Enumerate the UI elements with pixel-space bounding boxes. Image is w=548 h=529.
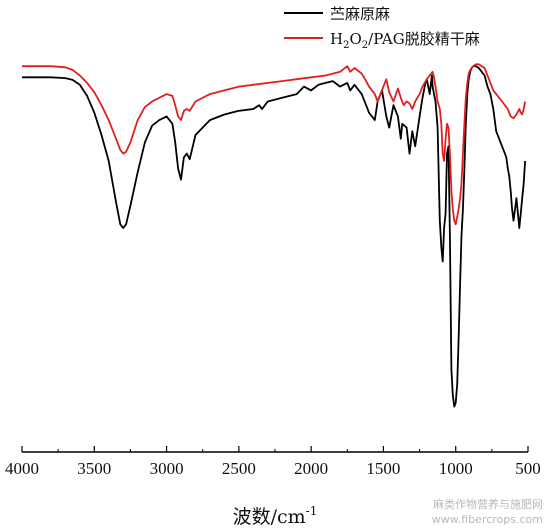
- x-axis: 4000 3500 3000 2500 2000 1500 1000 500: [5, 446, 541, 478]
- x-tick-label: 4000: [5, 459, 39, 478]
- legend-label-raw-ramie: 苎麻原麻: [330, 5, 390, 23]
- series-line-degummed-ramie: [22, 63, 526, 226]
- x-tick-label: 500: [515, 459, 541, 478]
- legend-label-degummed-ramie: H2O2/PAG脱胶精干麻: [330, 30, 480, 51]
- x-tick-label: 2500: [222, 459, 256, 478]
- legend: 苎麻原麻 H2O2/PAG脱胶精干麻: [284, 5, 480, 51]
- watermark-url: www.fibercrops.com: [432, 513, 543, 526]
- x-tick-label: 1000: [439, 459, 473, 478]
- watermark-site-name: 麻类作物营养与施肥网: [433, 497, 543, 511]
- x-tick-label: 3000: [150, 459, 184, 478]
- plot-area: [22, 63, 526, 408]
- x-tick-label: 1500: [366, 459, 400, 478]
- x-tick-label: 3500: [77, 459, 111, 478]
- series-line-raw-ramie: [22, 65, 526, 408]
- x-tick-label: 2000: [294, 459, 328, 478]
- x-axis-title: 波数/cm-1: [233, 504, 318, 528]
- watermark: 麻类作物营养与施肥网 www.fibercrops.com: [432, 497, 543, 526]
